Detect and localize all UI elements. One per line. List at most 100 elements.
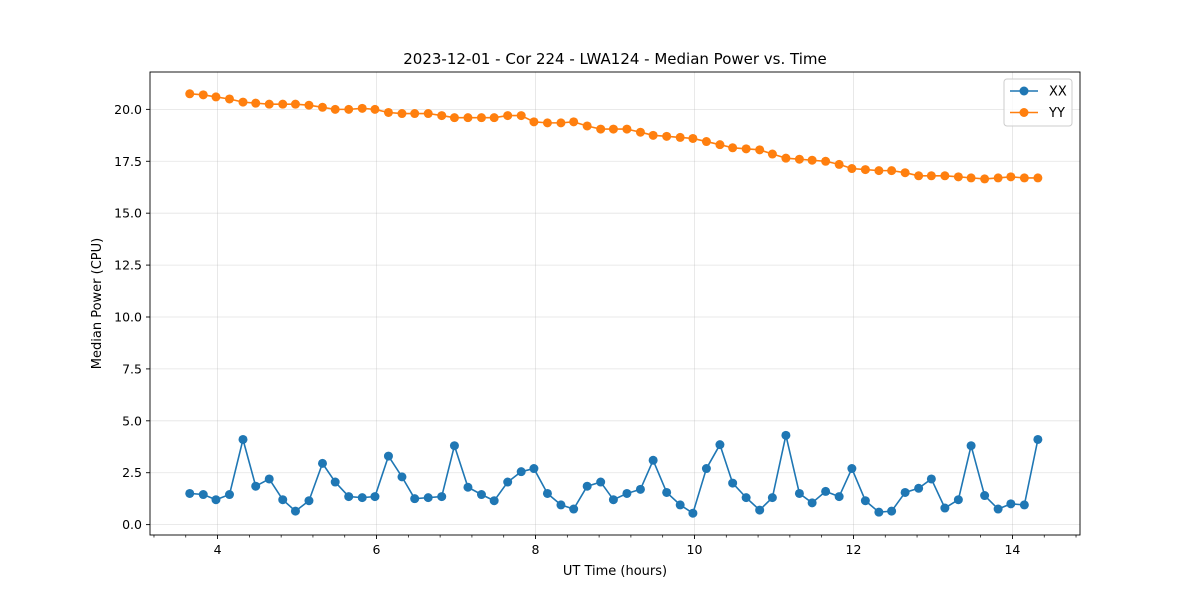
data-point-xx — [344, 492, 354, 502]
legend-label-xx: XX — [1049, 85, 1067, 100]
data-point-yy — [304, 100, 314, 110]
data-point-xx — [489, 496, 499, 506]
data-point-xx — [847, 464, 857, 474]
x-axis-label: UT Time (hours) — [563, 564, 667, 579]
data-point-yy — [224, 94, 234, 104]
data-point-yy — [463, 113, 473, 123]
data-point-xx — [264, 474, 274, 484]
data-point-yy — [900, 168, 910, 178]
data-point-xx — [383, 451, 393, 461]
data-point-yy — [914, 171, 924, 181]
data-point-xx — [993, 504, 1003, 514]
x-tick-label: 8 — [532, 542, 540, 557]
data-point-yy — [662, 131, 672, 141]
data-point-xx — [224, 490, 234, 500]
data-point-yy — [675, 132, 685, 142]
data-point-yy — [715, 140, 725, 150]
axes: 4 6 8 10 12 14 0.0 2.5 5.0 7.5 10.0 12.5 15.0 17.5 20.… — [114, 102, 1077, 557]
data-point-yy — [410, 109, 420, 119]
data-point-yy — [185, 89, 195, 99]
data-point-yy — [489, 113, 499, 123]
data-point-xx — [238, 434, 248, 444]
data-point-xx — [330, 477, 340, 487]
y-tick-label: 12.5 — [114, 258, 142, 273]
data-point-yy — [1019, 173, 1029, 183]
data-point-yy — [755, 145, 765, 155]
data-point-yy — [278, 99, 288, 109]
data-point-xx — [715, 440, 725, 450]
data-point-xx — [437, 492, 447, 502]
series-layer — [185, 89, 1043, 518]
data-point-xx — [397, 472, 407, 482]
data-point-xx — [767, 493, 777, 503]
data-point-xx — [887, 506, 897, 516]
data-point-xx — [608, 495, 618, 505]
data-point-xx — [794, 488, 804, 498]
data-point-xx — [662, 487, 672, 497]
data-point-yy — [370, 104, 380, 114]
legend-label-yy: YY — [1048, 106, 1065, 121]
data-point-xx — [357, 493, 367, 503]
data-point-yy — [635, 127, 645, 137]
data-point-xx — [821, 486, 831, 496]
data-point-yy — [437, 111, 447, 121]
data-point-yy — [211, 92, 221, 102]
data-point-xx — [278, 495, 288, 505]
data-point-xx — [596, 477, 606, 487]
data-point-yy — [966, 173, 976, 183]
data-point-xx — [582, 481, 592, 491]
data-point-xx — [1006, 499, 1016, 509]
data-point-yy — [688, 133, 698, 143]
data-point-yy — [423, 109, 433, 119]
data-point-yy — [1006, 172, 1016, 182]
data-point-yy — [503, 111, 513, 121]
data-point-xx — [953, 495, 963, 505]
data-point-xx — [874, 507, 884, 517]
data-point-xx — [635, 484, 645, 494]
legend-marker-yy — [1019, 108, 1029, 117]
data-point-xx — [370, 492, 380, 502]
data-point-yy — [290, 99, 300, 109]
x-tick-label: 14 — [1004, 542, 1020, 557]
data-point-xx — [569, 504, 579, 514]
grid — [150, 72, 1080, 535]
series-xx — [185, 430, 1043, 518]
y-tick-label: 2.5 — [122, 465, 142, 480]
data-point-xx — [529, 464, 539, 474]
data-point-yy — [264, 99, 274, 109]
data-point-xx — [980, 491, 990, 501]
data-point-xx — [914, 483, 924, 493]
legend-marker-xx — [1019, 86, 1029, 96]
data-point-yy — [556, 118, 566, 128]
data-point-xx — [860, 496, 870, 506]
data-point-xx — [926, 474, 936, 484]
x-tick-label: 10 — [687, 542, 703, 557]
data-point-xx — [423, 493, 433, 503]
data-point-yy — [238, 97, 248, 107]
data-point-yy — [767, 149, 777, 159]
data-point-yy — [344, 104, 354, 114]
data-point-yy — [834, 159, 844, 169]
y-axis-label: Median Power (CPU) — [90, 238, 105, 369]
data-point-xx — [940, 503, 950, 513]
data-point-xx — [781, 430, 791, 440]
data-point-yy — [926, 171, 936, 181]
data-point-yy — [741, 144, 751, 154]
data-point-xx — [449, 441, 459, 451]
data-point-xx — [211, 495, 221, 505]
chart-title: 2023-12-01 - Cor 224 - LWA124 - Median P… — [403, 50, 827, 68]
data-point-xx — [251, 481, 261, 491]
data-point-xx — [410, 494, 420, 504]
data-point-yy — [317, 102, 327, 112]
y-tick-label: 5.0 — [122, 413, 142, 428]
data-point-xx — [834, 492, 844, 502]
data-point-yy — [529, 117, 539, 127]
data-point-yy — [608, 124, 618, 134]
data-point-yy — [728, 143, 738, 153]
y-tick-label: 17.5 — [114, 154, 142, 169]
data-point-yy — [582, 121, 592, 131]
data-point-xx — [516, 467, 526, 477]
x-tick-label: 6 — [373, 542, 381, 557]
